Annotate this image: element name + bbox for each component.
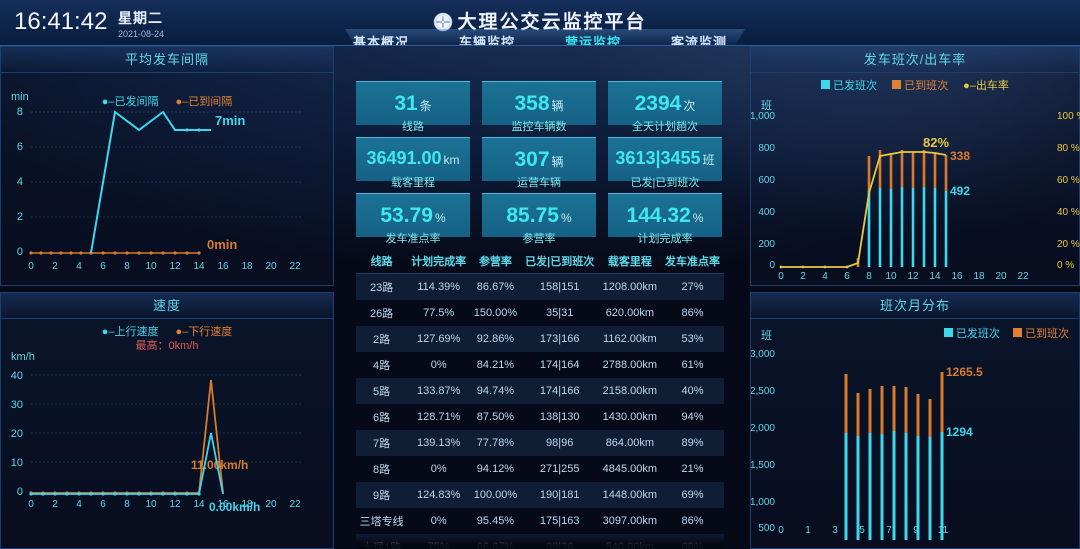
svg-text:8: 8: [17, 106, 23, 118]
svg-text:82%: 82%: [923, 135, 949, 150]
svg-text:4: 4: [17, 176, 23, 188]
svg-text:12: 12: [169, 499, 181, 510]
svg-text:5: 5: [859, 525, 865, 536]
svg-text:30: 30: [11, 399, 23, 411]
svg-text:60 %: 60 %: [1057, 175, 1080, 186]
svg-text:40: 40: [11, 370, 23, 382]
svg-text:2: 2: [800, 271, 806, 282]
svg-text:10: 10: [885, 271, 897, 282]
svg-text:14: 14: [193, 261, 205, 272]
svg-text:8: 8: [124, 261, 130, 272]
svg-text:500: 500: [758, 523, 775, 534]
svg-text:22: 22: [289, 499, 301, 510]
svg-text:3: 3: [832, 525, 838, 536]
svg-text:0: 0: [778, 271, 784, 282]
svg-text:10: 10: [11, 457, 23, 469]
svg-text:1265.5: 1265.5: [946, 365, 983, 379]
svg-text:6: 6: [100, 261, 106, 272]
svg-text:492: 492: [950, 184, 970, 198]
svg-text:7min: 7min: [215, 113, 245, 128]
svg-text:0: 0: [28, 261, 34, 272]
svg-text:1294: 1294: [946, 425, 973, 439]
svg-text:600: 600: [758, 175, 775, 186]
svg-text:20: 20: [11, 428, 23, 440]
svg-text:0: 0: [17, 246, 23, 258]
svg-text:4: 4: [76, 499, 82, 510]
svg-text:12: 12: [169, 261, 181, 272]
svg-text:338: 338: [950, 149, 970, 163]
svg-text:4: 4: [822, 271, 828, 282]
svg-text:100 %: 100 %: [1057, 111, 1080, 122]
svg-text:6: 6: [17, 141, 23, 153]
svg-text:200: 200: [758, 239, 775, 250]
svg-text:22: 22: [289, 261, 301, 272]
svg-text:10: 10: [145, 499, 157, 510]
svg-text:3,000: 3,000: [751, 349, 775, 360]
svg-text:80 %: 80 %: [1057, 143, 1080, 154]
svg-text:2,000: 2,000: [751, 423, 775, 434]
svg-text:8: 8: [124, 499, 130, 510]
svg-text:20: 20: [265, 261, 277, 272]
svg-text:1,500: 1,500: [751, 460, 775, 471]
svg-text:1,000: 1,000: [751, 497, 775, 508]
svg-text:16: 16: [217, 261, 229, 272]
svg-text:16: 16: [951, 271, 963, 282]
svg-text:6: 6: [100, 499, 106, 510]
svg-text:2: 2: [52, 499, 58, 510]
svg-text:800: 800: [758, 143, 775, 154]
svg-text:20: 20: [995, 271, 1007, 282]
svg-text:4: 4: [76, 261, 82, 272]
svg-text:2: 2: [52, 261, 58, 272]
svg-text:6: 6: [844, 271, 850, 282]
svg-text:20 %: 20 %: [1057, 239, 1080, 250]
svg-text:2: 2: [17, 211, 23, 223]
svg-text:0: 0: [17, 486, 23, 498]
svg-text:0 %: 0 %: [1057, 260, 1074, 271]
svg-text:14: 14: [193, 499, 205, 510]
svg-text:2,500: 2,500: [751, 386, 775, 397]
svg-text:400: 400: [758, 207, 775, 218]
svg-text:11.00km/h: 11.00km/h: [191, 458, 248, 472]
svg-text:0: 0: [28, 499, 34, 510]
svg-text:10: 10: [145, 261, 157, 272]
svg-text:1,000: 1,000: [751, 111, 775, 122]
svg-text:22: 22: [1017, 271, 1029, 282]
svg-text:12: 12: [907, 271, 919, 282]
svg-text:0: 0: [778, 525, 784, 536]
svg-text:18: 18: [973, 271, 985, 282]
svg-text:18: 18: [241, 261, 253, 272]
svg-text:14: 14: [929, 271, 941, 282]
svg-text:8: 8: [866, 271, 872, 282]
svg-text:0: 0: [769, 260, 775, 271]
svg-text:40 %: 40 %: [1057, 207, 1080, 218]
svg-text:20: 20: [265, 499, 277, 510]
svg-text:1: 1: [805, 525, 811, 536]
svg-text:0min: 0min: [207, 237, 237, 252]
svg-text:0.00km/h: 0.00km/h: [209, 500, 260, 514]
svg-text:7: 7: [886, 525, 892, 536]
